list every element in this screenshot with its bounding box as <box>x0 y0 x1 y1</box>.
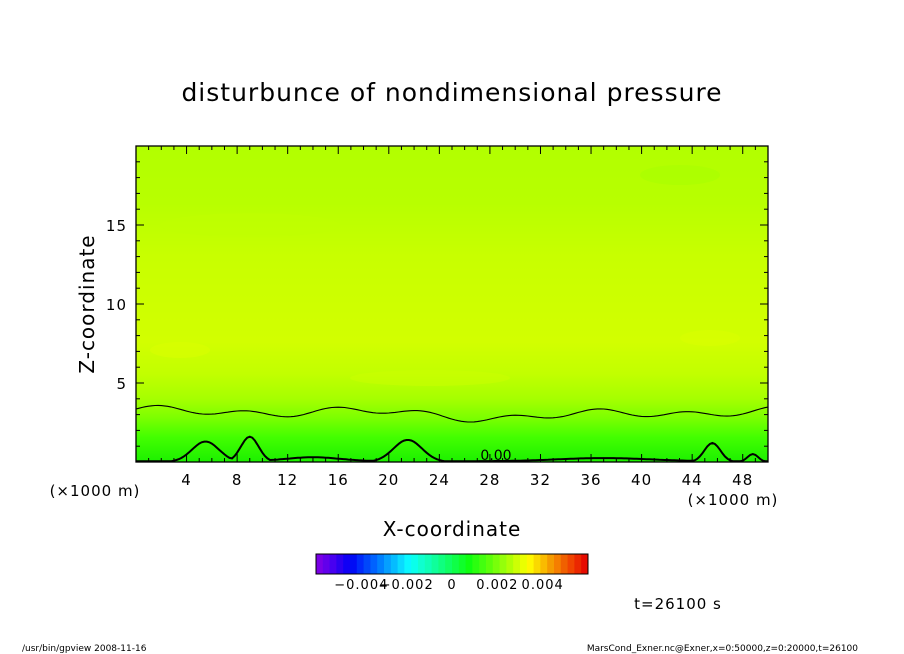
x-unit-right: (×1000 m) <box>688 491 779 509</box>
x-tick-label: 12 <box>277 471 298 489</box>
footer-left: /usr/bin/gpview 2008-11-16 <box>22 644 147 654</box>
colorbar-segment <box>574 554 582 574</box>
x-tick-label: 40 <box>631 471 652 489</box>
contour-line-upper <box>136 404 768 423</box>
y-axis-label: Z-coordinate <box>75 234 99 373</box>
x-tick-label: 32 <box>530 471 551 489</box>
x-axis-label: X-coordinate <box>383 517 522 541</box>
colorbar-segment <box>384 554 392 574</box>
x-tick-label: 44 <box>682 471 703 489</box>
x-tick-label: 24 <box>429 471 450 489</box>
colorbar-segment <box>390 554 398 574</box>
x-tick-label: 36 <box>580 471 601 489</box>
colorbar-segment <box>329 554 337 574</box>
colorbar-segment <box>316 554 324 574</box>
colorbar-tick-label: 0 <box>447 578 456 593</box>
colorbar-segment <box>533 554 541 574</box>
y-tick-label: 15 <box>106 217 127 235</box>
x-tick-label: 16 <box>328 471 349 489</box>
colorbar-segment <box>486 554 494 574</box>
field-patch <box>640 165 720 185</box>
colorbar-segment <box>540 554 548 574</box>
x-tick-label: 28 <box>479 471 500 489</box>
plot-area <box>136 146 768 462</box>
field-patch <box>160 213 340 237</box>
colorbar-segment <box>336 554 344 574</box>
colorbar-segment <box>438 554 446 574</box>
colorbar-segment <box>567 554 575 574</box>
time-label: t=26100 s <box>634 595 722 613</box>
x-tick-label: 8 <box>232 471 243 489</box>
y-tick-label: 5 <box>116 375 127 393</box>
footer-right: MarsCond_Exner.nc@Exner,x=0:50000,z=0:20… <box>587 644 858 654</box>
y-axis: 5 10 15 <box>106 161 768 447</box>
colorbar-tick-label: −0.004 <box>334 578 388 593</box>
colorbar-segment <box>452 554 460 574</box>
colorbar-segment <box>472 554 480 574</box>
x-tick-label: 4 <box>181 471 192 489</box>
colorbar-segment <box>445 554 453 574</box>
colorbar-segment <box>513 554 521 574</box>
colorbar-segment <box>411 554 419 574</box>
colorbar-segment <box>458 554 466 574</box>
colorbar-segment <box>547 554 555 574</box>
colorbar-segment <box>431 554 439 574</box>
colorbar-segment <box>465 554 473 574</box>
colorbar-segment <box>397 554 405 574</box>
colorbar-segment <box>377 554 385 574</box>
colorbar-segment <box>424 554 432 574</box>
colorbar-segment <box>506 554 514 574</box>
contour-label: 0.00 <box>480 448 511 464</box>
colorbar-segment <box>479 554 487 574</box>
colorbar-segment <box>560 554 568 574</box>
colorbar-segment <box>554 554 562 574</box>
colorbar-frame <box>315 553 589 575</box>
colorbar-segment <box>404 554 412 574</box>
pressure-field <box>136 146 768 462</box>
colorbar-tick-label: 0.004 <box>522 578 564 593</box>
colorbar-segment <box>356 554 364 574</box>
colorbar-segment <box>343 554 351 574</box>
colorbar-segment <box>363 554 371 574</box>
colorbar-segment <box>526 554 534 574</box>
colorbar-tick-label: 0.002 <box>476 578 518 593</box>
x-unit-left: (×1000 m) <box>50 482 141 500</box>
colorbar-segment <box>370 554 378 574</box>
colorbar-segment <box>499 554 507 574</box>
colorbar-segment <box>581 554 589 574</box>
colorbar-tick-label: −0.002 <box>380 578 434 593</box>
field-patch <box>680 330 740 346</box>
y-tick-label: 10 <box>106 296 127 314</box>
x-tick-label: 20 <box>378 471 399 489</box>
colorbar <box>316 554 589 574</box>
colorbar-segment <box>520 554 528 574</box>
colorbar-segment <box>350 554 358 574</box>
x-tick-label: 48 <box>732 471 753 489</box>
field-patch <box>350 370 510 386</box>
colorbar-segment <box>322 554 330 574</box>
chart-title: disturbunce of nondimensional pressure <box>181 78 722 107</box>
x-axis: 4 8 12 16 20 24 28 32 36 40 44 48 <box>148 146 756 489</box>
colorbar-segment <box>492 554 500 574</box>
colorbar-segment <box>418 554 426 574</box>
colorbar-ticks: −0.004−0.002 0 0.002 0.004 <box>334 578 564 593</box>
field-patch <box>150 342 210 358</box>
